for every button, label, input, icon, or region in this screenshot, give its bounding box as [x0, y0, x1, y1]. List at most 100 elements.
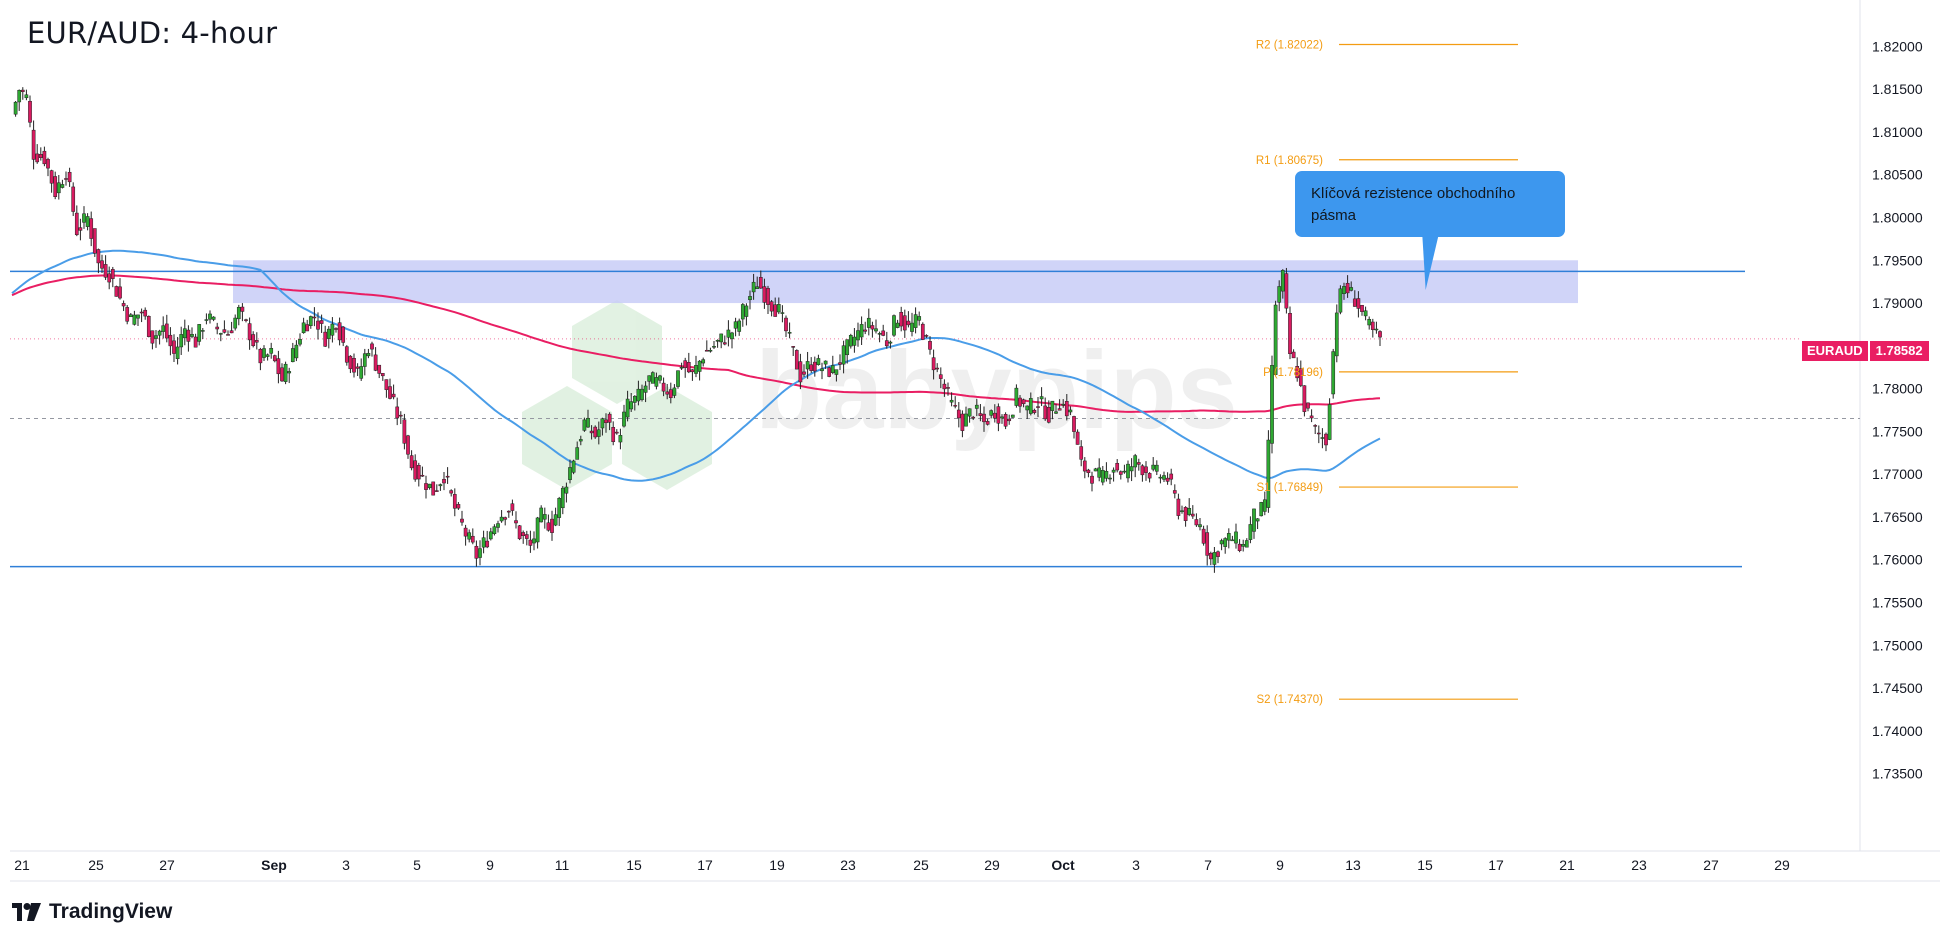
candle-down [1007, 418, 1012, 422]
candle-down [413, 460, 418, 480]
candle-down [924, 335, 929, 337]
candle-down [38, 153, 43, 158]
price-tick-label: 1.77000 [1872, 466, 1923, 482]
candle-down [1378, 331, 1382, 338]
candle-down [506, 510, 511, 513]
time-tick-label: 25 [88, 857, 104, 873]
candle-up [60, 184, 65, 188]
time-tick-label: 25 [913, 857, 929, 873]
candle-down [1064, 401, 1069, 417]
candle-down [103, 264, 108, 278]
candle-down [1237, 543, 1242, 551]
candle-down [78, 227, 83, 231]
candle-down [42, 150, 47, 165]
candle-down [254, 340, 259, 343]
candle-up [989, 410, 994, 416]
candle-down [406, 435, 410, 455]
candle-up [625, 398, 630, 418]
candle-up [283, 363, 288, 382]
candle-up [1273, 304, 1278, 375]
resistance-callout[interactable]: Klíčová rezistence obchodního pásma [1295, 171, 1565, 237]
time-tick-label: 3 [342, 857, 350, 873]
time-tick-label: Sep [261, 857, 287, 873]
price-tick-label: 1.74000 [1872, 723, 1923, 739]
candle-up [1039, 396, 1044, 400]
candle-up [1104, 470, 1109, 479]
candle-down [1352, 298, 1357, 307]
candle-up [578, 439, 583, 442]
candle-up [618, 435, 623, 443]
time-tick-label: 21 [1559, 857, 1575, 873]
candle-down [1360, 304, 1364, 312]
candle-down [118, 286, 122, 299]
candle-up [1248, 524, 1253, 540]
candle-up [866, 317, 871, 328]
price-tick-label: 1.76000 [1872, 552, 1923, 568]
candle-down [380, 373, 385, 377]
candle-up [1338, 288, 1343, 313]
candle-up [571, 460, 576, 473]
candle-up [1331, 351, 1336, 395]
candle-up [82, 213, 86, 223]
candle-down [53, 176, 58, 198]
candle-up [1234, 531, 1238, 544]
candle-up [532, 538, 536, 544]
candle-up [564, 486, 569, 494]
candle-down [1356, 298, 1361, 309]
candle-up [726, 329, 731, 338]
candle-down [1306, 402, 1310, 409]
candle-down [938, 374, 943, 379]
resistance-zone [233, 260, 1578, 304]
candle-down [74, 212, 79, 236]
candle-up [701, 359, 706, 364]
candle-down [114, 286, 119, 297]
candle-down [1208, 552, 1213, 560]
time-tick-label: 9 [486, 857, 494, 873]
candle-up [1280, 270, 1285, 292]
candle-down [391, 393, 396, 398]
candle-down [1115, 463, 1120, 471]
candle-down [463, 527, 468, 537]
candle-down [352, 358, 356, 373]
candle-down [46, 159, 50, 169]
candle-down [470, 535, 475, 543]
time-tick-label: Oct [1051, 857, 1075, 873]
candle-down [1190, 513, 1195, 517]
candle-down [946, 387, 950, 389]
candle-down [31, 129, 36, 160]
candle-down [812, 361, 817, 372]
candle-down [960, 413, 965, 431]
candle-up [650, 372, 655, 384]
candle-down [49, 170, 54, 184]
pivot-label: R1 (1.80675) [1256, 155, 1323, 167]
candle-up [694, 365, 698, 374]
candle-up [362, 353, 367, 367]
candle-down [409, 455, 414, 469]
candle-up [1266, 439, 1271, 508]
candle-down [690, 369, 695, 373]
candle-down [827, 367, 832, 377]
candle-up [326, 328, 331, 339]
candle-down [305, 324, 310, 332]
candle-down [1144, 466, 1148, 473]
candle-up [366, 352, 371, 357]
candle-down [125, 307, 130, 322]
candle-down [899, 311, 904, 327]
candle-down [222, 329, 227, 333]
candle-down [996, 406, 1001, 424]
candle-down [355, 366, 360, 369]
candle-up [1334, 312, 1339, 357]
candle-up [488, 531, 493, 540]
candle-down [431, 481, 436, 496]
tradingview-logo[interactable]: TradingView [12, 900, 172, 924]
time-tick-label: 17 [697, 857, 713, 873]
candle-up [697, 360, 702, 372]
candle-down [524, 534, 529, 539]
candle-down [276, 358, 281, 375]
tradingview-logo-text: TradingView [49, 900, 173, 923]
time-tick-label: 15 [1417, 857, 1433, 873]
candle-down [1086, 469, 1091, 474]
candle-up [269, 348, 274, 354]
pivot-label: P (1.78196) [1263, 367, 1323, 379]
